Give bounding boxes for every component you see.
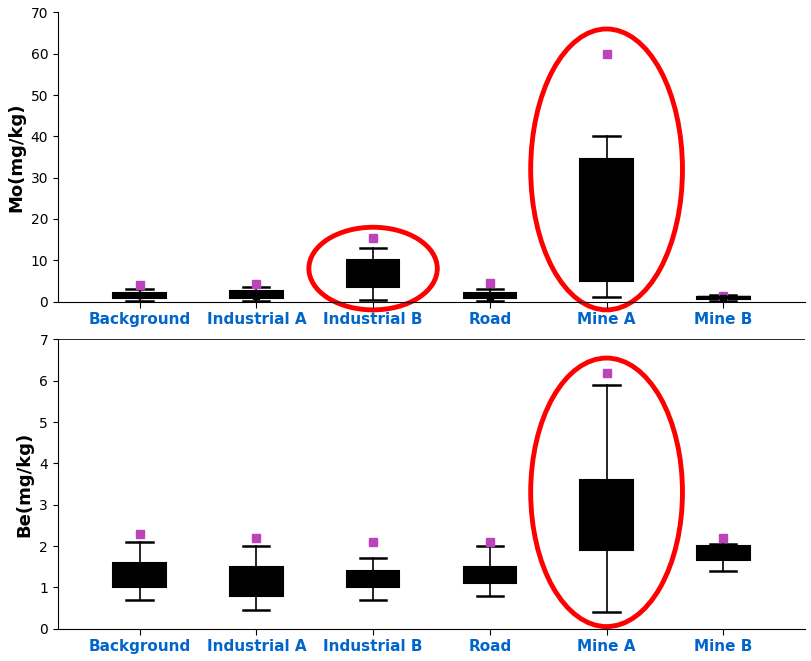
PathPatch shape [580,159,632,281]
PathPatch shape [230,292,282,298]
PathPatch shape [114,293,165,298]
Y-axis label: Be(mg/kg): Be(mg/kg) [15,432,33,537]
PathPatch shape [463,293,516,298]
PathPatch shape [346,260,399,287]
Y-axis label: Mo(mg/kg): Mo(mg/kg) [7,102,25,212]
PathPatch shape [114,563,165,588]
PathPatch shape [696,297,749,299]
PathPatch shape [463,566,516,583]
PathPatch shape [696,546,749,561]
PathPatch shape [346,571,399,588]
PathPatch shape [580,480,632,550]
PathPatch shape [230,566,282,596]
